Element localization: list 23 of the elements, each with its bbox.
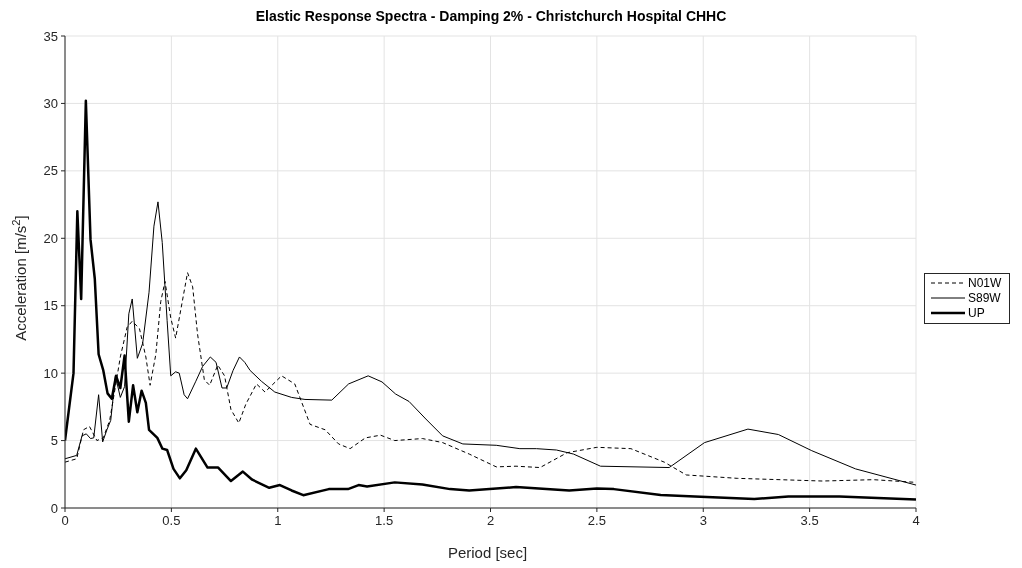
y-tick-label: 20	[43, 230, 58, 246]
y-tick-label: 10	[43, 365, 58, 381]
x-tick-label: 2.5	[587, 513, 606, 529]
x-tick-label: 3	[699, 513, 707, 529]
x-tick-label: 0	[61, 513, 69, 529]
x-tick-label: 4	[912, 513, 920, 529]
x-tick-label: 3.5	[800, 513, 819, 529]
y-tick-label: 0	[50, 500, 58, 516]
x-tick-label: 2	[486, 513, 495, 529]
chart-title: Elastic Response Spectra - Damping 2% - Christchurch Hospital CHHC	[254, 8, 728, 26]
y-tick-label: 15	[43, 298, 58, 314]
line-series	[65, 99, 916, 501]
x-tick-label: 1.5	[375, 513, 394, 529]
y-tick-label: 5	[50, 433, 58, 449]
legend-label: UP	[968, 306, 985, 320]
y-tick-label: 30	[43, 96, 58, 112]
legend-label: S89W	[968, 291, 1001, 305]
x-tick-label: 0.5	[162, 513, 181, 529]
y-tick-label: 25	[43, 163, 58, 179]
legend-label: N01W	[968, 276, 1002, 290]
y-tick-label: 35	[43, 28, 58, 44]
x-axis-title: Period [sec]	[447, 544, 528, 561]
x-tick-label: 1	[274, 513, 282, 529]
